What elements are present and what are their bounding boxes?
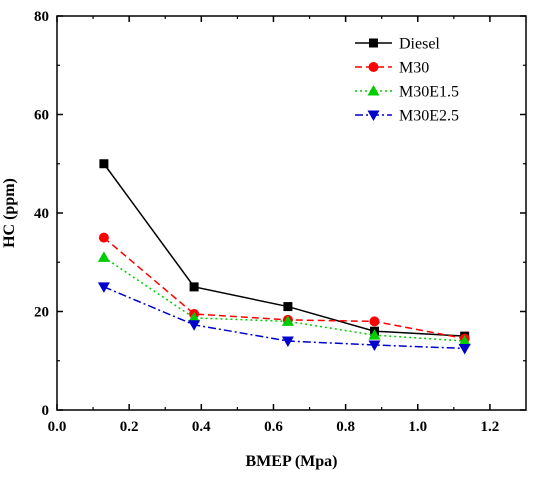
x-tick-label: 0.8: [336, 419, 355, 435]
data-point: [283, 302, 293, 312]
x-tick-label: 0.0: [48, 419, 67, 435]
y-tick-label: 60: [34, 108, 49, 124]
legend-label: M30: [399, 60, 429, 77]
legend-marker: [369, 38, 378, 48]
series-line: [103, 256, 465, 342]
legend-marker: [367, 110, 380, 121]
legend-entry: Diesel: [355, 36, 440, 53]
axis-ticks: 0.0 0.2 0.4 0.6 0.8 1.0 1.2 0 20 40 60 80: [34, 9, 526, 435]
legend-marker: [368, 62, 379, 72]
data-point: [97, 282, 110, 293]
y-tick-label: 80: [34, 9, 49, 25]
x-tick-label: 1.2: [481, 419, 500, 435]
legend-label: M30E1.5: [399, 84, 459, 101]
legend-entry: M30: [355, 60, 429, 77]
series-layer: [97, 159, 471, 355]
series-m30e2-5: [97, 282, 471, 355]
series-m30: [98, 232, 470, 344]
legend-entry: M30E2.5: [355, 108, 459, 125]
data-point: [98, 232, 109, 243]
legend-marker: [367, 85, 380, 96]
data-point: [458, 343, 471, 355]
plot-border: [56, 15, 527, 411]
x-tick-label: 0.2: [120, 419, 139, 435]
x-axis-title: BMEP (Mpa): [246, 453, 338, 470]
y-tick-label: 40: [34, 206, 49, 222]
x-tick-label: 0.6: [264, 419, 283, 435]
legend: Diesel M30 M30E1.5 M30E2.5: [355, 36, 459, 125]
x-tick-label: 1.0: [408, 419, 427, 435]
data-point: [99, 159, 109, 169]
data-point: [281, 315, 294, 326]
data-point: [188, 320, 201, 331]
data-point: [369, 316, 380, 327]
data-point: [458, 335, 471, 346]
series-m30e1-5: [97, 251, 471, 346]
data-point: [368, 329, 381, 340]
plot-frame: [56, 15, 527, 411]
data-point: [97, 251, 110, 262]
y-tick-label: 20: [34, 305, 49, 321]
data-point: [281, 336, 294, 348]
y-axis-title: HC (ppm): [1, 178, 18, 248]
legend-label: M30E2.5: [399, 108, 459, 125]
data-point: [188, 311, 201, 323]
data-point: [368, 340, 381, 351]
data-point: [189, 282, 199, 292]
series-diesel: [99, 159, 470, 341]
legend-label: Diesel: [399, 36, 440, 53]
legend-entry: M30E1.5: [355, 84, 459, 101]
x-tick-label: 0.4: [192, 419, 211, 435]
y-tick-label: 0: [42, 403, 50, 419]
